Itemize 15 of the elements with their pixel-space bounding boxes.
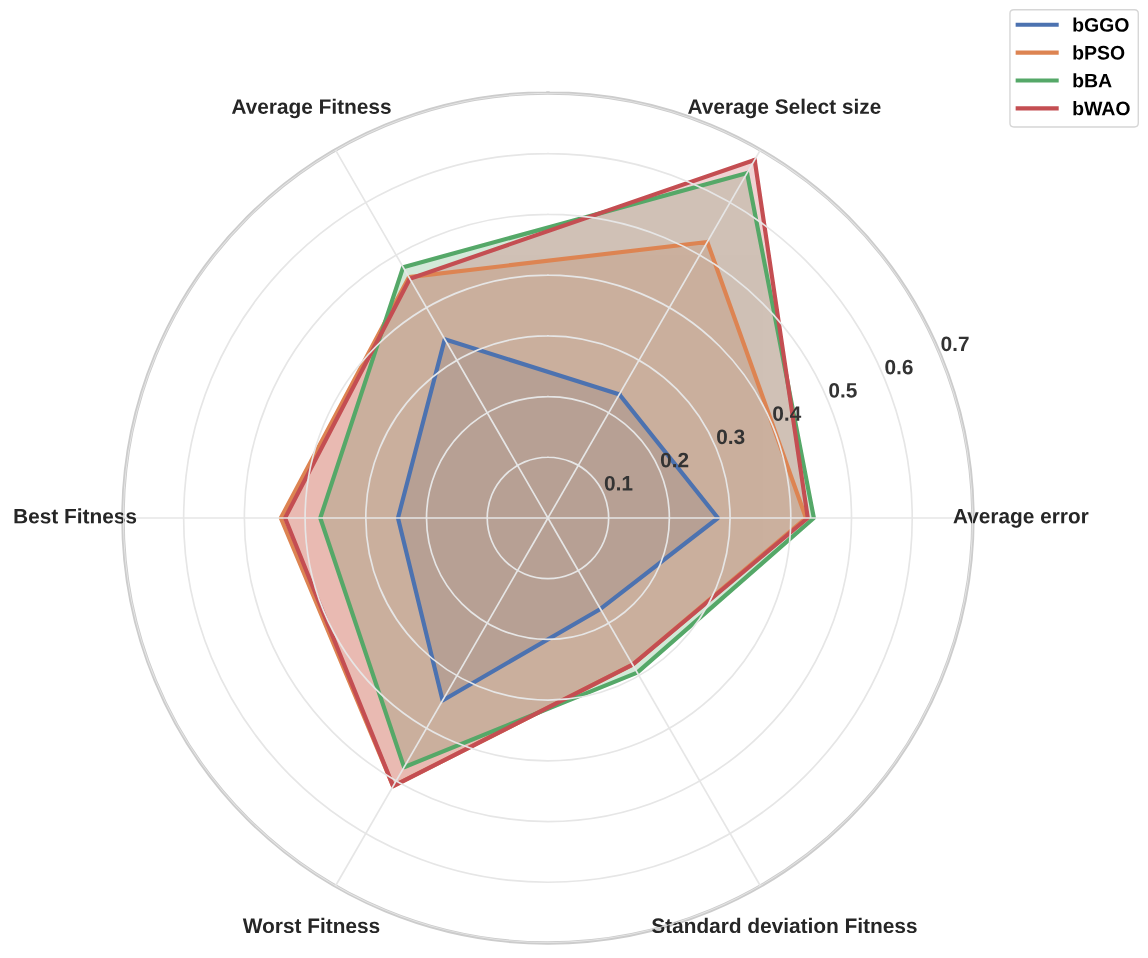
y-tick-label: 0.5 [829,382,857,398]
legend-label: bWAO [1073,101,1130,116]
y-tick-label: 0.6 [885,359,913,375]
spoke-label: Best Fitness [14,508,137,524]
legend-label: bPSO [1073,45,1125,60]
spoke-label: Standard deviation Fitness [651,917,917,934]
y-tick-label: 0.7 [941,336,969,352]
spoke-label: Average Select size [688,98,881,119]
spoke-label: Average Fitness [231,98,391,119]
y-tick-label: 0.1 [604,475,633,491]
legend-label: bBA [1073,73,1112,88]
y-tick-label: 0.3 [717,429,745,445]
spoke-label: Average error [953,508,1089,528]
spoke-label: Worst Fitness [242,917,380,934]
legend-label: bGGO [1073,17,1129,32]
